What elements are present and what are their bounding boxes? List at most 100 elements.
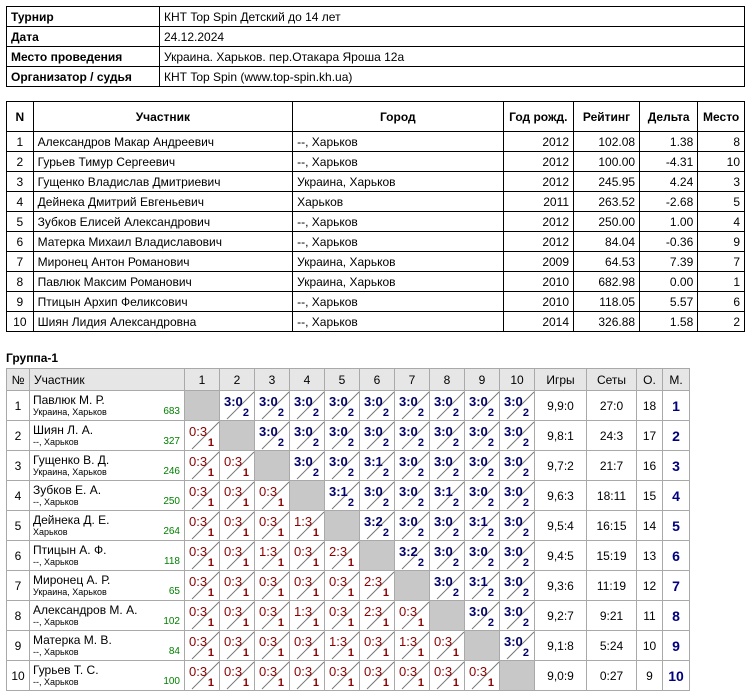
match-points: 1 (277, 647, 284, 659)
info-row: Организатор / судья КНТ Top Spin (www.top… (6, 66, 745, 87)
match-points: 1 (207, 527, 214, 539)
match-points: 2 (417, 527, 424, 539)
match-points: 2 (487, 557, 494, 569)
match-result-cell: 0:3 1 (184, 630, 220, 661)
group-player-header: Участник (29, 368, 185, 391)
match-result: 0:3 1 (220, 511, 255, 540)
match-score: 0:3 (224, 544, 243, 559)
group-row: 10 Гурьев Т. С. --, Харьков 100 0:3 1 0:3 1 0:3 1… (6, 660, 690, 691)
match-points: 2 (277, 437, 284, 449)
group-player-rating: 683 (163, 406, 180, 417)
group-sets: 0:27 (586, 660, 637, 691)
participant-row: 1 Александров Макар Андреевич --, Харьков 2… (6, 131, 745, 152)
match-score: 0:3 (224, 634, 243, 649)
match-result: 3:0 2 (430, 541, 465, 570)
match-score: 3:0 (504, 424, 523, 439)
result-divider-line (436, 421, 465, 450)
match-result: 3:0 2 (430, 391, 465, 420)
match-score: 0:3 (294, 544, 313, 559)
match-points: 2 (347, 467, 354, 479)
group-row-number: 8 (6, 600, 30, 631)
match-result-cell: 3:1 2 (464, 570, 500, 601)
match-result-cell: 1:3 1 (254, 540, 290, 571)
match-score: 0:3 (259, 664, 278, 679)
match-result: 3:0 2 (430, 571, 465, 600)
match-result-cell: 3:0 2 (499, 450, 535, 481)
match-score: 3:0 (364, 484, 383, 499)
group-games-header: Игры (534, 368, 587, 391)
match-result: 0:3 1 (220, 451, 255, 480)
match-points: 2 (277, 407, 284, 419)
result-divider-line (261, 631, 290, 660)
match-result-cell: 0:3 1 (219, 630, 255, 661)
match-score: 1:3 (399, 634, 418, 649)
match-result-cell: 3:0 2 (499, 420, 535, 451)
self-match-cell (219, 420, 255, 451)
participant-name: Гущенко Владислав Дмитриевич (32, 171, 294, 192)
match-result: 2:3 1 (360, 571, 395, 600)
match-score: 0:3 (189, 634, 208, 649)
group-games: 9,6:3 (534, 480, 587, 511)
participant-place: 3 (697, 171, 745, 192)
match-result-cell: 2:3 1 (359, 600, 395, 631)
result-divider-line (226, 481, 255, 510)
match-result: 3:0 2 (465, 421, 500, 450)
result-divider-line (366, 481, 395, 510)
group-place: 5 (662, 510, 690, 541)
match-points: 1 (312, 557, 319, 569)
match-result: 0:3 1 (185, 661, 220, 690)
group-player-city: --, Харьков (33, 617, 79, 627)
result-divider-line (261, 661, 290, 690)
match-result: 3:0 2 (430, 421, 465, 450)
group-player-rating: 65 (168, 586, 180, 597)
match-result-cell: 3:2 2 (394, 540, 430, 571)
match-result-cell: 0:3 1 (254, 600, 290, 631)
participant-year: 2012 (502, 131, 575, 152)
group-player-city: --, Харьков (33, 437, 79, 447)
match-points: 2 (522, 437, 529, 449)
result-divider-line (191, 541, 220, 570)
participant-delta: -2.68 (639, 191, 699, 212)
col-rating-header: Рейтинг (573, 101, 641, 132)
participant-rating: 682.98 (573, 271, 641, 292)
participant-number: 7 (6, 251, 34, 272)
match-result: 0:3 1 (465, 661, 500, 690)
group-points: 17 (636, 420, 663, 451)
match-result-cell: 0:3 1 (324, 600, 360, 631)
match-points: 2 (487, 497, 494, 509)
result-divider-line (506, 541, 535, 570)
group-games: 9,9:0 (534, 390, 587, 421)
match-score: 0:3 (189, 484, 208, 499)
group-title: Группа-1 (6, 351, 59, 365)
match-points: 1 (347, 617, 354, 629)
match-result-cell: 3:0 2 (254, 390, 290, 421)
participant-place: 4 (697, 211, 745, 232)
participant-name: Шиян Лидия Александровна (32, 311, 294, 332)
match-points: 2 (417, 437, 424, 449)
group-player-rating: 84 (168, 646, 180, 657)
participant-rating: 245.95 (573, 171, 641, 192)
match-points: 1 (312, 617, 319, 629)
match-result-cell: 3:0 2 (499, 480, 535, 511)
match-result: 0:3 1 (185, 601, 220, 630)
match-points: 2 (382, 527, 389, 539)
participant-row: 2 Гурьев Тимур Сергеевич --, Харьков 2012 10… (6, 151, 745, 172)
group-player-city: Украина, Харьков (33, 467, 107, 477)
match-result-cell: 3:0 2 (394, 510, 430, 541)
match-points: 1 (312, 587, 319, 599)
group-body: 1 Павлюк М. Р. Украина, Харьков 683 3:0 2 3:0 2… (6, 390, 690, 691)
match-points: 1 (347, 647, 354, 659)
match-result: 0:3 1 (360, 631, 395, 660)
match-result-cell: 3:0 2 (359, 390, 395, 421)
match-result-cell: 0:3 1 (219, 600, 255, 631)
result-divider-line (261, 541, 290, 570)
participant-delta: 0.00 (639, 271, 699, 292)
match-points: 1 (417, 617, 424, 629)
col-delta-header: Дельта (639, 101, 699, 132)
match-result-cell: 3:0 2 (394, 480, 430, 511)
match-points: 2 (347, 407, 354, 419)
group-place: 8 (662, 600, 690, 631)
match-result: 2:3 1 (360, 601, 395, 630)
group-games: 9,1:8 (534, 630, 587, 661)
match-points: 2 (452, 467, 459, 479)
